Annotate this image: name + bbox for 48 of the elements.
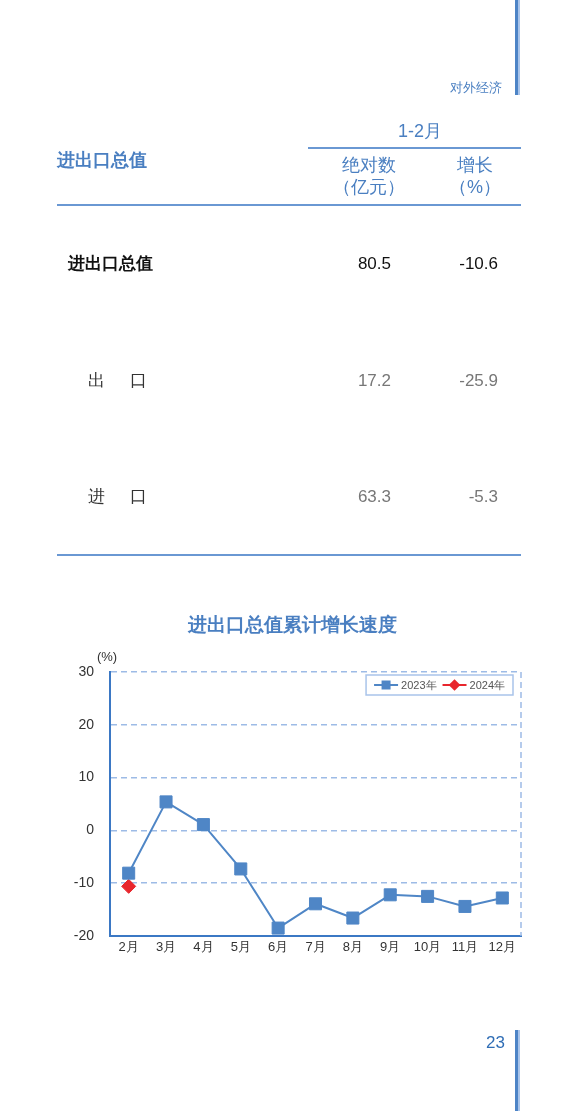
category-label: 进 口	[88, 486, 147, 508]
data-label: 80.5	[357, 253, 391, 275]
data-label: 17.2	[357, 369, 391, 392]
point	[196, 818, 210, 832]
y-tick-label: -20	[73, 926, 95, 943]
point	[383, 888, 397, 902]
y-tick-label: 20	[78, 715, 95, 732]
text: 进出口总值	[57, 149, 147, 171]
point	[234, 862, 248, 876]
data-label: -25.9	[459, 369, 498, 392]
x-tick-label: 8月	[342, 939, 363, 955]
x-tick-label: 4月	[193, 939, 214, 955]
x-tick-label: 12月	[488, 939, 517, 955]
point	[346, 911, 360, 925]
y-axis-title: (%)	[96, 648, 118, 664]
point	[495, 891, 509, 905]
point	[121, 878, 137, 894]
category-label: 进出口总值	[68, 253, 153, 275]
y-tick-label: 10	[78, 768, 95, 785]
data-label: -5.3	[468, 486, 498, 508]
x-tick-label: 11月	[451, 939, 479, 955]
data-label: 63.3	[357, 486, 391, 508]
legend-label: 2024年	[469, 678, 506, 691]
x-tick-label: 5月	[230, 939, 251, 955]
text: 23	[486, 1032, 505, 1054]
point	[421, 889, 435, 903]
point	[308, 897, 323, 911]
x-tick-label: 9月	[380, 939, 401, 955]
x-tick-label: 10月	[413, 939, 442, 955]
x-tick-label: 3月	[155, 939, 177, 955]
legend-label: 2023年	[401, 678, 437, 691]
y-tick-label: 30	[78, 662, 95, 679]
text: 绝对数（亿元）	[332, 154, 406, 198]
text: 增长（%）	[448, 154, 502, 198]
legend-title: 1-2月	[397, 120, 443, 142]
x-tick-label: 7月	[305, 939, 326, 955]
x-tick-label: 2月	[118, 939, 139, 955]
data-label: -10.6	[459, 253, 498, 275]
y-tick-label: -10	[73, 874, 95, 891]
point	[458, 899, 472, 913]
text: 对外经济	[450, 79, 502, 97]
point	[122, 866, 136, 880]
point	[271, 921, 285, 935]
y-tick-label: 0	[86, 821, 95, 838]
chart-title: 进出口总值累计增长速度	[187, 614, 397, 636]
category-label: 出 口	[88, 369, 147, 392]
point	[159, 795, 173, 809]
x-tick-label: 6月	[268, 939, 289, 955]
